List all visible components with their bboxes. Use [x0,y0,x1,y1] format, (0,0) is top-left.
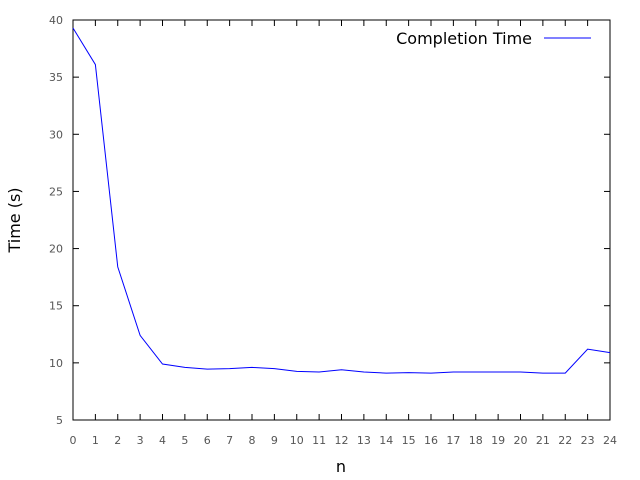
legend-entry-completion-time: Completion Time [396,29,532,48]
y-tick-label-30: 30 [49,128,63,141]
x-tick-label-24: 24 [603,434,617,447]
x-tick-label-8: 8 [249,434,256,447]
x-tick-label-6: 6 [204,434,211,447]
x-tick-label-5: 5 [181,434,188,447]
x-tick-label-3: 3 [137,434,144,447]
y-tick-label-10: 10 [49,357,63,370]
x-tick-label-9: 9 [271,434,278,447]
y-tick-label-20: 20 [49,243,63,256]
x-tick-label-16: 16 [424,434,438,447]
x-tick-label-17: 17 [446,434,460,447]
plot-frame [72,19,611,421]
x-tick-label-12: 12 [335,434,349,447]
y-tick-label-35: 35 [49,71,63,84]
y-tick-label-40: 40 [49,14,63,27]
y-axis-label: Time (s) [5,187,24,253]
tick-labels: 0 1 2 3 4 5 6 7 8 9 10 11 12 13 14 15 16 17 18 19 20 21 22 23 24… [49,14,617,447]
x-tick-label-21: 21 [536,434,550,447]
x-tick-label-7: 7 [226,434,233,447]
x-tick-label-18: 18 [469,434,483,447]
axis-ticks [72,19,611,421]
x-tick-label-11: 11 [312,434,326,447]
x-tick-label-14: 14 [379,434,393,447]
x-tick-label-19: 19 [491,434,505,447]
y-tick-label-15: 15 [49,300,63,313]
series-line-0 [72,27,611,374]
x-tick-label-0: 0 [70,434,77,447]
y-tick-label-5: 5 [56,414,63,427]
x-tick-label-4: 4 [159,434,166,447]
x-tick-label-15: 15 [402,434,416,447]
x-tick-label-2: 2 [114,434,121,447]
x-tick-label-20: 20 [514,434,528,447]
legend: Completion Time [396,29,591,48]
series-layer [72,27,611,374]
y-tick-label-25: 25 [49,185,63,198]
x-tick-label-1: 1 [92,434,99,447]
x-tick-label-23: 23 [581,434,595,447]
x-tick-label-10: 10 [290,434,304,447]
x-tick-label-22: 22 [558,434,572,447]
x-tick-label-13: 13 [357,434,371,447]
x-axis-label: n [336,457,346,476]
